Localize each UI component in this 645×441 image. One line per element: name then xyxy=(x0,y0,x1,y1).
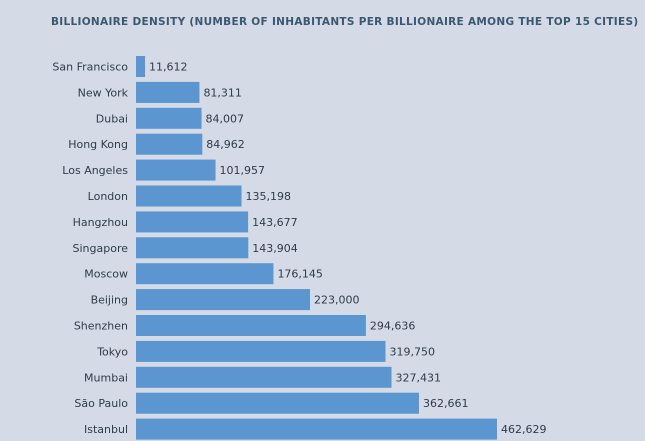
value-label: 327,431 xyxy=(396,371,442,384)
bar xyxy=(136,56,146,77)
value-label: 81,311 xyxy=(203,86,242,99)
category-label: São Paulo xyxy=(74,397,128,410)
value-label: 362,661 xyxy=(423,397,469,410)
value-label: 223,000 xyxy=(314,294,360,307)
category-label: Dubai xyxy=(96,112,128,125)
category-label: Istanbul xyxy=(84,423,128,436)
category-label: Hong Kong xyxy=(68,138,128,151)
value-label: 319,750 xyxy=(390,345,436,358)
category-label: San Francisco xyxy=(52,61,128,74)
value-label: 135,198 xyxy=(245,190,291,203)
category-label: Beijing xyxy=(91,294,128,307)
bar xyxy=(136,392,419,414)
value-label: 11,612 xyxy=(149,61,188,74)
value-label: 462,629 xyxy=(501,423,547,436)
category-label: London xyxy=(88,190,128,203)
bar xyxy=(136,185,242,207)
value-label: 84,962 xyxy=(206,138,245,151)
bar xyxy=(136,340,386,362)
value-label: 294,636 xyxy=(370,320,416,333)
category-label: Mumbai xyxy=(84,371,128,384)
bar xyxy=(136,211,249,233)
bar xyxy=(136,133,203,155)
bar xyxy=(136,237,249,259)
category-label: Los Angeles xyxy=(62,164,128,177)
bar xyxy=(136,263,274,285)
chart-title: BILLIONAIRE DENSITY (NUMBER OF INHABITAN… xyxy=(51,16,639,28)
bar xyxy=(136,418,497,440)
bar xyxy=(136,289,311,311)
value-label: 143,904 xyxy=(252,242,297,255)
category-label: New York xyxy=(78,86,129,99)
bar xyxy=(136,107,202,129)
category-label: Singapore xyxy=(73,242,129,255)
value-label: 143,677 xyxy=(252,216,297,229)
category-label: Shenzhen xyxy=(74,320,128,333)
category-label: Moscow xyxy=(84,268,128,281)
value-label: 101,957 xyxy=(220,164,266,177)
category-label: Hangzhou xyxy=(73,216,128,229)
bar xyxy=(136,159,216,181)
bar xyxy=(136,315,366,336)
value-label: 176,145 xyxy=(277,268,323,281)
bar xyxy=(136,366,392,388)
category-label: Tokyo xyxy=(96,345,128,358)
value-label: 84,007 xyxy=(206,112,245,125)
bar xyxy=(136,81,200,103)
